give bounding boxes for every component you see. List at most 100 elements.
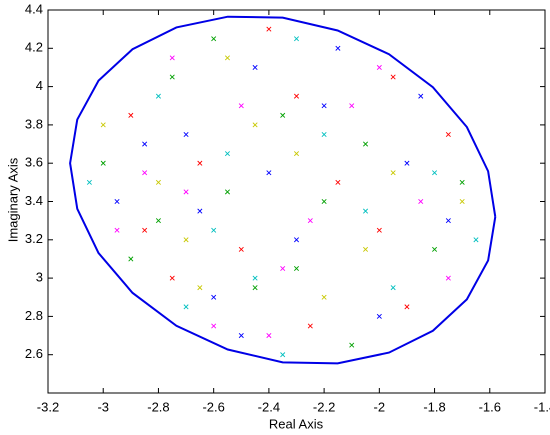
- marker: [418, 93, 424, 99]
- marker: [155, 179, 161, 185]
- marker: [128, 256, 134, 262]
- marker: [142, 170, 148, 176]
- marker: [142, 141, 148, 147]
- plot-area: [47, 9, 546, 394]
- x-tick-label: -2.2: [313, 399, 335, 414]
- marker: [114, 227, 120, 233]
- y-tick-label: 4.4: [25, 1, 43, 16]
- marker: [280, 112, 286, 118]
- marker: [390, 170, 396, 176]
- marker: [293, 36, 300, 42]
- marker: [349, 103, 355, 109]
- y-tick-label: 3.6: [25, 155, 43, 170]
- marker: [224, 55, 230, 61]
- marker: [445, 275, 451, 281]
- marker: [128, 112, 134, 118]
- marker: [238, 333, 244, 339]
- marker: [183, 237, 189, 243]
- marker: [183, 189, 189, 195]
- x-tick-label: -1.8: [423, 399, 445, 414]
- x-tick-label: -1.6: [479, 399, 501, 414]
- marker: [321, 131, 327, 137]
- marker: [376, 227, 382, 233]
- marker: [100, 122, 106, 128]
- marker: [142, 227, 148, 233]
- marker: [459, 198, 465, 205]
- x-tick-label: -3.2: [37, 399, 59, 414]
- marker: [100, 160, 106, 166]
- marker: [155, 93, 161, 99]
- marker: [293, 93, 300, 99]
- marker: [418, 198, 424, 205]
- x-tick-label: -2.6: [202, 399, 224, 414]
- marker: [211, 323, 217, 329]
- x-tick-label: -1.4: [534, 399, 550, 414]
- marker: [321, 103, 327, 109]
- y-tick-label: 2.6: [25, 346, 43, 361]
- marker: [349, 342, 355, 348]
- marker: [266, 170, 272, 176]
- marker: [335, 45, 341, 51]
- marker: [376, 313, 382, 319]
- marker: [197, 208, 203, 214]
- x-axis-label: Real Axis: [269, 416, 324, 431]
- marker: [390, 74, 396, 80]
- y-tick-label: 3: [36, 270, 43, 285]
- marker: [280, 266, 286, 272]
- x-tick-label: -2: [374, 399, 386, 414]
- marker: [445, 218, 451, 224]
- x-tick-label: -2.8: [147, 399, 169, 414]
- marker: [307, 218, 313, 224]
- marker: [363, 246, 369, 252]
- y-tick-label: 3.8: [25, 116, 43, 131]
- marker: [211, 227, 217, 233]
- marker: [363, 141, 369, 147]
- y-tick-label: 2.8: [25, 308, 43, 323]
- marker: [211, 36, 217, 42]
- marker: [252, 285, 258, 291]
- marker: [86, 179, 92, 185]
- y-axis-label: Imaginary Axis: [5, 157, 20, 242]
- marker: [114, 198, 120, 205]
- y-tick-label: 3.2: [25, 231, 43, 246]
- marker: [266, 26, 272, 32]
- marker: [238, 103, 244, 109]
- marker: [376, 64, 382, 70]
- marker: [197, 285, 203, 291]
- marker: [363, 208, 369, 214]
- marker: [321, 294, 327, 300]
- marker: [266, 333, 272, 339]
- y-tick-label: 4.2: [25, 40, 43, 55]
- marker: [432, 170, 438, 176]
- x-tick-label: -3: [97, 399, 109, 414]
- marker: [293, 151, 300, 157]
- marker: [404, 160, 410, 166]
- y-tick-label: 4: [36, 78, 43, 93]
- marker: [459, 179, 465, 185]
- marker: [155, 218, 161, 224]
- marker: [252, 122, 258, 128]
- marker: [335, 179, 341, 185]
- x-tick-label: -2.4: [258, 399, 280, 414]
- marker: [390, 285, 396, 291]
- marker: [169, 55, 175, 61]
- marker: [183, 304, 189, 310]
- marker: [238, 246, 244, 252]
- marker: [445, 131, 451, 137]
- marker: [197, 160, 203, 166]
- marker: [224, 151, 230, 157]
- marker: [293, 266, 300, 272]
- marker: [307, 323, 313, 329]
- marker: [293, 237, 300, 243]
- marker: [183, 131, 189, 137]
- marker: [473, 237, 479, 243]
- marker: [252, 64, 258, 70]
- marker: [252, 275, 258, 281]
- marker: [280, 352, 286, 358]
- marker: [169, 275, 175, 281]
- marker: [224, 189, 230, 195]
- marker: [404, 304, 410, 310]
- marker: [211, 294, 217, 300]
- marker: [432, 246, 438, 252]
